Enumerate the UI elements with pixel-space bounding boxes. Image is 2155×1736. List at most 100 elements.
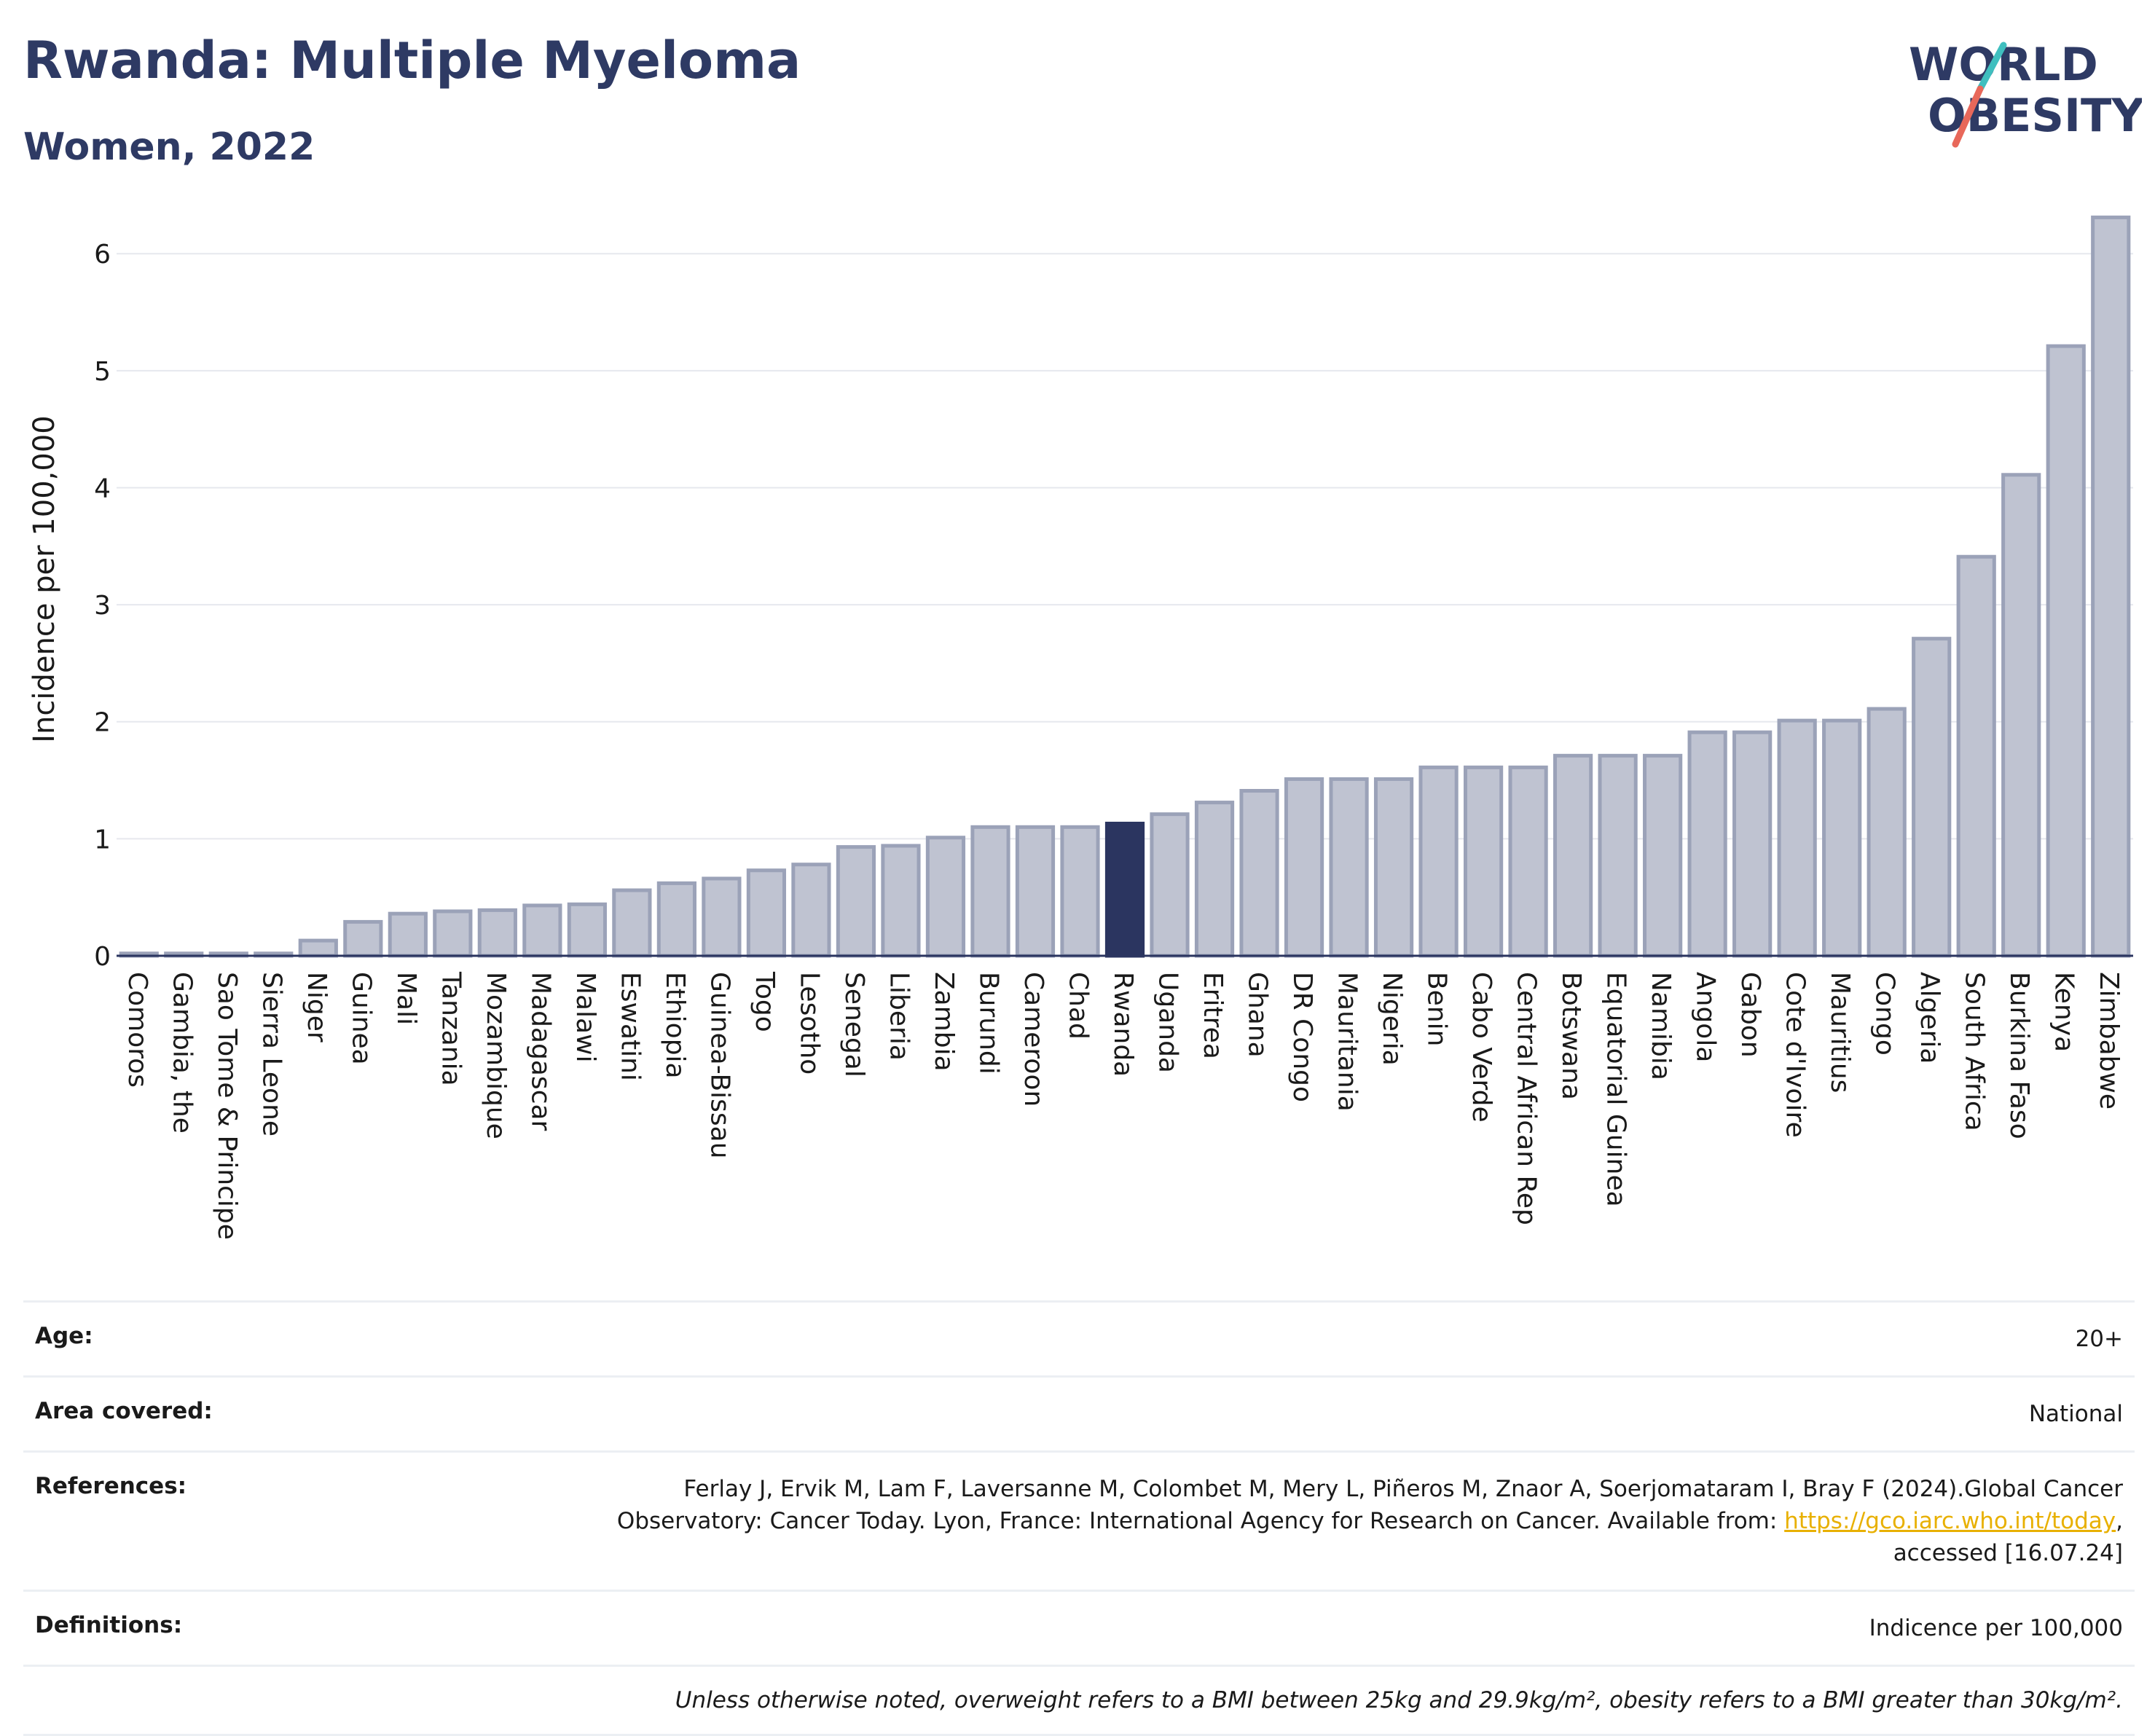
x-tick-label: Algeria xyxy=(1915,972,1944,1064)
y-tick-label: 1 xyxy=(94,825,111,855)
bar xyxy=(925,836,966,958)
bar xyxy=(298,938,338,958)
x-tick-label: Equatorial Guinea xyxy=(1601,972,1631,1207)
y-axis-label: Incidence per 100,000 xyxy=(28,415,61,743)
references-link[interactable]: https://gco.iarc.who.int/today xyxy=(1784,1508,2116,1534)
x-tick-label: Niger xyxy=(302,972,331,1042)
y-tick-label: 4 xyxy=(94,474,111,503)
x-tick-label: Gabon xyxy=(1735,972,1765,1058)
x-tick-label: Nigeria xyxy=(1377,972,1407,1066)
bar xyxy=(1732,730,1773,958)
bar xyxy=(1015,825,1056,958)
x-tick-label: Angola xyxy=(1691,972,1721,1062)
bar xyxy=(477,908,517,958)
area-value: National xyxy=(2028,1401,2123,1427)
world-obesity-logo: WORLD OBESITY xyxy=(1909,38,2142,148)
x-tick-label: Madagascar xyxy=(525,972,555,1131)
chart-title: Rwanda: Multiple Myeloma xyxy=(23,31,801,90)
x-tick-label: Rwanda xyxy=(1108,972,1138,1077)
x-tick-label: Togo xyxy=(750,971,780,1032)
x-tick-label: Ethiopia xyxy=(660,972,690,1079)
x-tick-label: Chad xyxy=(1063,972,1093,1040)
bar xyxy=(1822,718,1862,958)
age-label: Age: xyxy=(35,1323,93,1349)
bar xyxy=(1418,765,1459,958)
bars xyxy=(119,215,2131,958)
metadata-table: Age: 20+ Area covered: National Referenc… xyxy=(23,1300,2135,1736)
bar xyxy=(1956,554,1996,958)
meta-row-references: References: Ferlay J, Ervik M, Lam F, La… xyxy=(23,1451,2135,1591)
bar xyxy=(836,845,876,958)
x-tick-label: Sao Tome & Principe xyxy=(212,972,242,1240)
bar xyxy=(702,876,742,958)
x-tick-label: Eswatini xyxy=(615,972,645,1081)
bar xyxy=(612,888,652,958)
meta-row-definitions: Definitions: Indicence per 100,000 xyxy=(23,1590,2135,1666)
x-tick-label: Burkina Faso xyxy=(2004,972,2034,1139)
x-tick-label: Guinea xyxy=(346,972,376,1065)
bar xyxy=(433,909,473,958)
bar xyxy=(1867,707,1907,958)
bar xyxy=(1239,789,1279,958)
area-label: Area covered: xyxy=(35,1398,213,1424)
bar xyxy=(567,902,607,958)
y-tick-label: 3 xyxy=(94,591,111,621)
references-value: Ferlay J, Ervik M, Lam F, Laversanne M, … xyxy=(338,1452,2135,1591)
x-tick-label: Cabo Verde xyxy=(1467,972,1496,1123)
x-tick-label: Zimbabwe xyxy=(2094,972,2124,1109)
meta-row-area: Area covered: National xyxy=(23,1376,2135,1452)
logo-slash-teal xyxy=(1977,42,2007,93)
x-tick-label: Cameroon xyxy=(1018,972,1048,1107)
bar xyxy=(1150,812,1190,958)
x-tick-label: Kenya xyxy=(2049,972,2079,1052)
meta-row-note: Unless otherwise noted, overweight refer… xyxy=(23,1665,2135,1735)
x-tick-label: South Africa xyxy=(1960,972,1990,1131)
x-tick-label: Zambia xyxy=(929,972,959,1072)
x-tick-label: Guinea-Bissau xyxy=(704,972,734,1159)
x-tick-label: Namibia xyxy=(1646,972,1676,1080)
bar xyxy=(1643,753,1683,958)
x-tick-label: Malawi xyxy=(570,972,600,1063)
bar xyxy=(1687,730,1727,958)
bar xyxy=(2001,473,2041,958)
x-tick-label: Ghana xyxy=(1243,972,1273,1058)
x-tick-label: Mauritius xyxy=(1825,972,1855,1093)
references-text-3: , xyxy=(2116,1508,2123,1534)
y-axis-ticks: 0 1 2 3 4 5 6 xyxy=(94,240,111,972)
bar xyxy=(522,903,562,958)
bar xyxy=(1598,753,1638,958)
bar xyxy=(1329,777,1369,958)
x-axis-labels: Comoros Gambia, the Sao Tome & Principe Sie… xyxy=(122,971,2124,1240)
bar xyxy=(1373,777,1414,958)
y-tick-label: 2 xyxy=(94,708,111,738)
y-tick-label: 6 xyxy=(94,240,111,270)
bmi-note: Unless otherwise noted, overweight refer… xyxy=(675,1687,2123,1713)
references-text-1: Ferlay J, Ervik M, Lam F, Laversanne M, … xyxy=(683,1476,2123,1502)
x-tick-label: Tanzania xyxy=(436,971,466,1086)
bar xyxy=(343,919,383,958)
bar xyxy=(1553,753,1593,958)
x-tick-label: Burundi xyxy=(973,972,1003,1075)
definitions-label: Definitions: xyxy=(35,1612,183,1638)
references-text-4: accessed [16.07.24] xyxy=(1893,1540,2123,1566)
x-tick-label: Comoros xyxy=(122,972,152,1088)
bar-chart: 0 1 2 3 4 5 6 Incidence per 100,000 Comoros Gam… xyxy=(28,215,2133,1240)
x-tick-label: Liberia xyxy=(884,972,914,1061)
bar xyxy=(2046,344,2086,958)
bar xyxy=(1777,718,1817,958)
x-tick-label: Congo xyxy=(1870,972,1900,1056)
x-tick-label: Sierra Leone xyxy=(256,972,286,1136)
chart-subtitle: Women, 2022 xyxy=(23,125,315,169)
x-tick-label: Uganda xyxy=(1153,972,1183,1073)
bar xyxy=(1463,765,1504,958)
bar xyxy=(1912,637,1952,958)
bar xyxy=(881,844,921,958)
bar xyxy=(2091,215,2131,958)
x-tick-label: Mali xyxy=(391,972,421,1025)
age-value: 20+ xyxy=(2075,1326,2123,1352)
bar-highlighted xyxy=(1104,821,1145,958)
y-tick-label: 5 xyxy=(94,357,111,387)
meta-row-age: Age: 20+ xyxy=(23,1301,2135,1377)
bar xyxy=(1194,801,1235,958)
references-text-2: Observatory: Cancer Today. Lyon, France:… xyxy=(616,1508,1785,1534)
